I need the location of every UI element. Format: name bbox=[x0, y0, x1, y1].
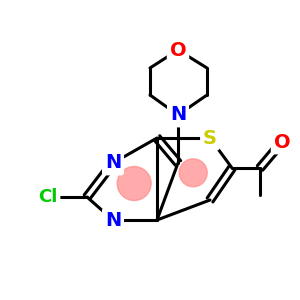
Text: N: N bbox=[105, 154, 121, 172]
Circle shape bbox=[179, 159, 207, 187]
Text: O: O bbox=[170, 40, 186, 59]
Circle shape bbox=[117, 167, 151, 200]
Text: S: S bbox=[203, 128, 217, 148]
Text: Cl: Cl bbox=[38, 188, 58, 206]
Text: O: O bbox=[274, 133, 290, 152]
Text: N: N bbox=[170, 106, 186, 124]
Text: N: N bbox=[105, 211, 121, 230]
